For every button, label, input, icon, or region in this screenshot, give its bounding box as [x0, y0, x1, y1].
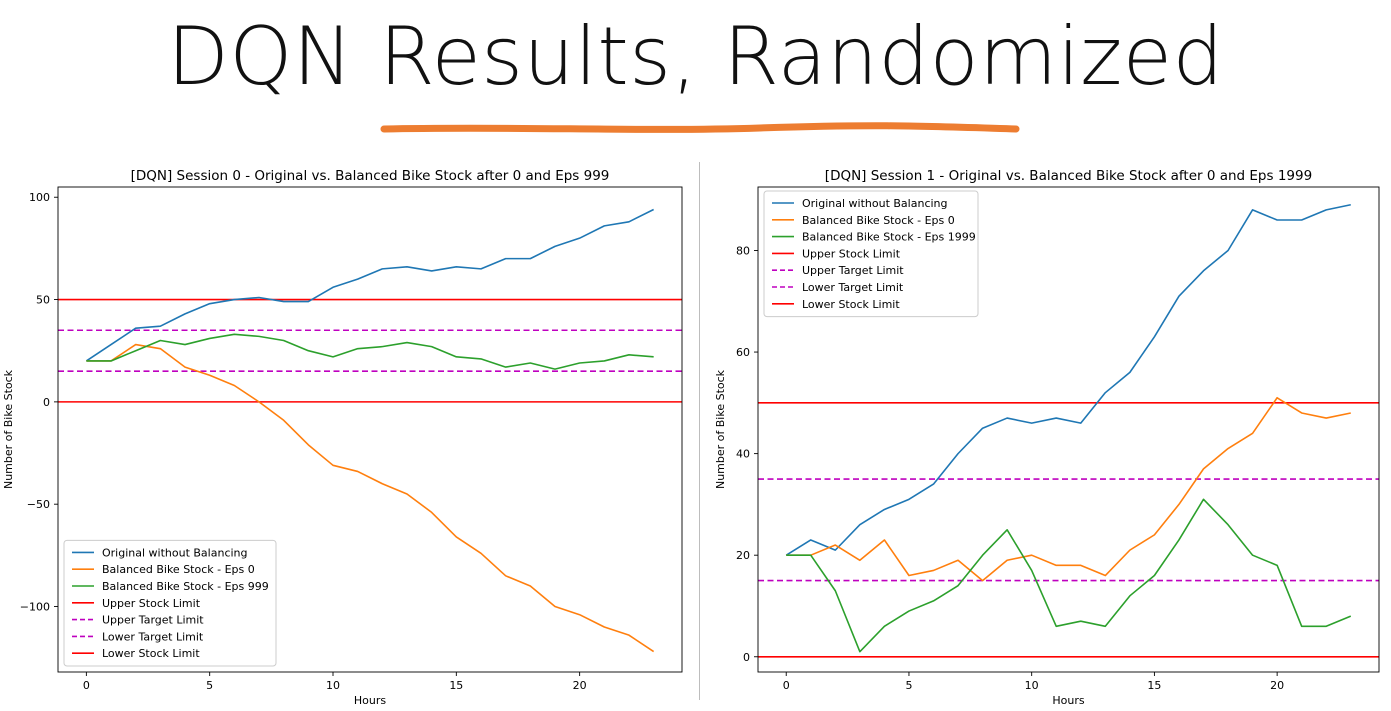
x-tick-label: 20 [573, 679, 587, 692]
y-tick-label: −50 [27, 498, 50, 511]
x-tick-label: 5 [206, 679, 213, 692]
legend-box [763, 190, 979, 318]
x-tick-label: 20 [1270, 679, 1284, 692]
plot-frame [757, 186, 1380, 673]
legend-label: Lower Stock Limit [802, 298, 900, 311]
x-tick-label: 5 [905, 679, 912, 692]
panel-divider [699, 162, 700, 700]
x-tick-label: 15 [449, 679, 463, 692]
x-tick-label: 10 [326, 679, 340, 692]
legend-label: Original without Balancing [102, 546, 248, 559]
x-axis-label: Hours [1052, 694, 1084, 707]
legend-label: Upper Stock Limit [102, 597, 201, 610]
legend-label: Balanced Bike Stock - Eps 1999 [802, 231, 976, 244]
x-tick-label: 0 [783, 679, 790, 692]
y-tick-label: 100 [29, 191, 50, 204]
y-tick-label: 50 [36, 294, 50, 307]
y-tick-label: 20 [736, 549, 750, 562]
legend: Original without Balancing Balanced Bike … [763, 190, 979, 318]
chart-session-1: [DQN] Session 1 - Original vs. Balanced … [714, 168, 1380, 707]
legend-label: Lower Target Limit [102, 630, 204, 643]
y-axis-label: Number of Bike Stock [2, 369, 15, 489]
legend-label: Balanced Bike Stock - Eps 999 [102, 580, 269, 593]
series-line-1 [86, 343, 655, 653]
series-line-1 [786, 396, 1351, 582]
plot-lines [58, 208, 682, 653]
legend-label: Lower Target Limit [802, 281, 904, 294]
legend-label: Upper Stock Limit [802, 247, 901, 260]
series-line-2 [86, 333, 654, 370]
y-axis-label: Number of Bike Stock [714, 369, 727, 489]
legend-label: Lower Stock Limit [102, 647, 200, 660]
y-tick-label: −100 [20, 601, 50, 614]
y-tick-label: 40 [736, 448, 750, 461]
legend-box [63, 539, 277, 667]
series-line-0 [85, 208, 654, 362]
y-tick-label: 0 [743, 651, 750, 664]
y-tick-label: 0 [43, 396, 50, 409]
legend-label: Balanced Bike Stock - Eps 0 [102, 563, 255, 576]
series-line-2 [786, 498, 1352, 653]
legend-label: Upper Target Limit [102, 614, 204, 627]
legend-label: Upper Target Limit [802, 264, 904, 277]
x-tick-label: 10 [1025, 679, 1039, 692]
plot-lines [758, 203, 1379, 658]
series-line-0 [785, 203, 1351, 556]
legend-label: Original without Balancing [802, 197, 948, 210]
legend: Original without Balancing Balanced Bike … [63, 539, 277, 667]
slide-title: DQN Results, Randomized [167, 10, 1224, 103]
x-tick-label: 0 [83, 679, 90, 692]
legend-label: Balanced Bike Stock - Eps 0 [802, 214, 955, 227]
plot-frame [57, 186, 683, 673]
chart-session-0: [DQN] Session 0 - Original vs. Balanced … [2, 168, 683, 707]
y-tick-label: 80 [736, 244, 750, 257]
y-tick-label: 60 [736, 346, 750, 359]
x-axis-label: Hours [354, 694, 386, 707]
chart-title: [DQN] Session 1 - Original vs. Balanced … [825, 168, 1312, 184]
x-tick-label: 15 [1147, 679, 1161, 692]
chart-title: [DQN] Session 0 - Original vs. Balanced … [131, 168, 610, 184]
